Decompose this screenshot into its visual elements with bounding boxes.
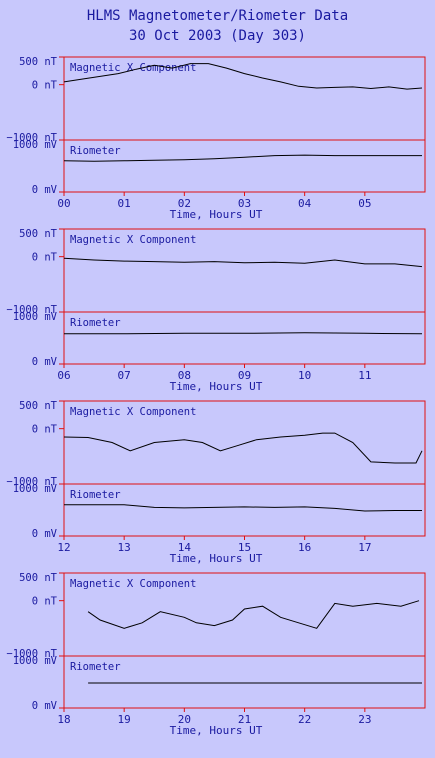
- panel-label: Riometer: [70, 145, 121, 157]
- panel-label: Riometer: [70, 317, 121, 329]
- x-axis-label: Time, Hours UT: [170, 724, 263, 737]
- y-tick-label: 500 nT: [19, 400, 58, 412]
- y-tick-label: 0 nT: [32, 596, 58, 608]
- riometer-series-line: [64, 504, 422, 512]
- x-tick-label: 19: [118, 713, 131, 726]
- panel-label: Magnetic X Component: [70, 578, 196, 590]
- x-tick-label: 18: [57, 713, 70, 726]
- x-tick-label: 17: [358, 541, 371, 554]
- y-tick-label: 500 nT: [19, 56, 58, 68]
- x-axis-label: Time, Hours UT: [170, 208, 263, 221]
- x-tick-label: 23: [358, 713, 371, 726]
- chart-subtitle: 30 Oct 2003 (Day 303): [128, 28, 306, 44]
- y-tick-label: 1000 mV: [13, 483, 58, 495]
- x-tick-label: 15: [238, 541, 251, 554]
- riometer-series-line: [64, 332, 423, 335]
- y-tick-label: 1000 mV: [13, 139, 58, 151]
- panel-label: Magnetic X Component: [70, 406, 196, 418]
- x-tick-label: 20: [178, 713, 191, 726]
- panel-label: Magnetic X Component: [70, 234, 196, 246]
- x-tick-label: 00: [57, 197, 70, 210]
- y-tick-label: −1000 nT: [6, 648, 57, 660]
- x-tick-label: 10: [298, 369, 311, 382]
- x-tick-label: 06: [57, 369, 70, 382]
- panel-label: Magnetic X Component: [70, 62, 196, 74]
- x-tick-label: 04: [298, 197, 312, 210]
- y-tick-label: 0 mV: [32, 528, 58, 540]
- y-tick-label: 0 mV: [32, 184, 58, 196]
- chart-title: HLMS Magnetometer/Riometer Data: [86, 8, 349, 24]
- y-tick-label: 1000 mV: [13, 311, 58, 323]
- y-tick-label: −1000 nT: [6, 132, 57, 144]
- magnetic-x-series-line: [87, 600, 420, 629]
- magnetic-x-series-line: [63, 432, 423, 464]
- y-tick-label: 0 mV: [32, 700, 58, 712]
- x-axis-label: Time, Hours UT: [170, 552, 263, 565]
- x-tick-label: 05: [358, 197, 371, 210]
- x-tick-label: 14: [178, 541, 192, 554]
- x-tick-label: 16: [298, 541, 311, 554]
- magnetic-x-series-line: [63, 63, 423, 90]
- magnetic-x-series-line: [63, 257, 423, 268]
- y-tick-label: 500 nT: [19, 572, 58, 584]
- x-tick-label: 07: [118, 369, 131, 382]
- y-tick-label: 1000 mV: [13, 655, 58, 667]
- y-tick-label: 0 nT: [32, 424, 58, 436]
- y-tick-label: 0 nT: [32, 80, 58, 92]
- x-tick-label: 01: [118, 197, 131, 210]
- x-tick-label: 11: [358, 369, 371, 382]
- panel-label: Riometer: [70, 661, 121, 673]
- x-tick-label: 03: [238, 197, 251, 210]
- x-tick-label: 13: [118, 541, 131, 554]
- x-tick-label: 08: [178, 369, 191, 382]
- x-axis-label: Time, Hours UT: [170, 380, 263, 393]
- y-tick-label: 0 nT: [32, 252, 58, 264]
- riometer-series-line: [63, 154, 422, 162]
- panel-label: Riometer: [70, 489, 121, 501]
- x-tick-label: 22: [298, 713, 311, 726]
- y-tick-label: 500 nT: [19, 228, 58, 240]
- y-tick-label: −1000 nT: [6, 476, 57, 488]
- x-tick-label: 21: [238, 713, 251, 726]
- x-tick-label: 09: [238, 369, 251, 382]
- x-tick-label: 02: [178, 197, 191, 210]
- x-tick-label: 12: [57, 541, 70, 554]
- y-tick-label: −1000 nT: [6, 304, 57, 316]
- y-tick-label: 0 mV: [32, 356, 58, 368]
